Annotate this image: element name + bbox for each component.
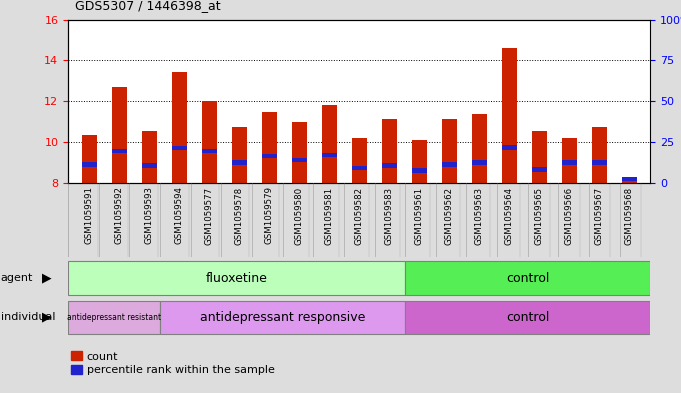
Bar [532,131,547,183]
Text: control: control [506,272,550,285]
Text: GSM1059561: GSM1059561 [415,187,424,244]
Text: GSM1059563: GSM1059563 [475,187,484,244]
Bar [68,301,160,334]
Bar [592,127,607,183]
Bar [262,112,276,183]
Bar [622,179,637,183]
Text: antidepressant resistant: antidepressant resistant [67,313,161,322]
Text: GSM1059577: GSM1059577 [205,187,214,244]
Bar [82,135,97,183]
Bar [321,105,336,183]
Bar [202,101,217,183]
Text: GSM1059582: GSM1059582 [355,187,364,244]
Bar [232,127,247,183]
Bar [232,160,247,165]
Bar [412,140,427,183]
Text: agent: agent [1,273,33,283]
Bar [405,261,650,295]
Bar [502,145,517,150]
Text: GSM1059579: GSM1059579 [265,187,274,244]
Text: GSM1059580: GSM1059580 [295,187,304,244]
Bar [321,153,336,158]
Bar [142,131,157,183]
Bar [351,138,367,183]
Bar [291,122,306,183]
Text: GDS5307 / 1446398_at: GDS5307 / 1446398_at [75,0,221,12]
Bar [592,160,607,165]
Bar [502,48,517,183]
Bar [405,301,650,334]
Bar [262,154,276,158]
Text: GSM1059567: GSM1059567 [595,187,604,244]
Text: GSM1059594: GSM1059594 [174,187,184,244]
Bar [532,167,547,172]
Text: GSM1059566: GSM1059566 [565,187,574,244]
Text: antidepressant responsive: antidepressant responsive [200,311,365,324]
Bar [442,119,457,183]
Bar [562,160,577,165]
Text: GSM1059578: GSM1059578 [235,187,244,244]
Text: ▶: ▶ [42,311,51,324]
Bar [160,301,405,334]
Bar [82,162,97,167]
Bar [412,168,427,173]
Text: fluoxetine: fluoxetine [206,272,268,285]
Text: GSM1059581: GSM1059581 [325,187,334,244]
Text: control: control [506,311,550,324]
Text: GSM1059568: GSM1059568 [625,187,634,244]
Text: GSM1059564: GSM1059564 [505,187,513,244]
Bar [112,86,127,183]
Bar [291,158,306,162]
Text: ▶: ▶ [42,272,51,285]
Bar [68,261,405,295]
Bar [442,162,457,167]
Text: GSM1059562: GSM1059562 [445,187,454,244]
Bar [112,149,127,153]
Text: GSM1059591: GSM1059591 [84,187,93,244]
Bar [562,138,577,183]
Bar [382,119,397,183]
Text: GSM1059583: GSM1059583 [385,187,394,244]
Text: GSM1059593: GSM1059593 [144,187,154,244]
Bar [382,163,397,168]
Text: individual: individual [1,312,55,322]
Bar [622,177,637,181]
Bar [472,114,487,183]
Bar [172,72,187,183]
Bar [472,160,487,165]
Bar [142,163,157,168]
Text: GSM1059592: GSM1059592 [114,187,124,244]
Legend: count, percentile rank within the sample: count, percentile rank within the sample [67,347,279,380]
Text: GSM1059565: GSM1059565 [535,187,544,244]
Bar [351,166,367,170]
Bar [172,146,187,151]
Bar [202,149,217,153]
